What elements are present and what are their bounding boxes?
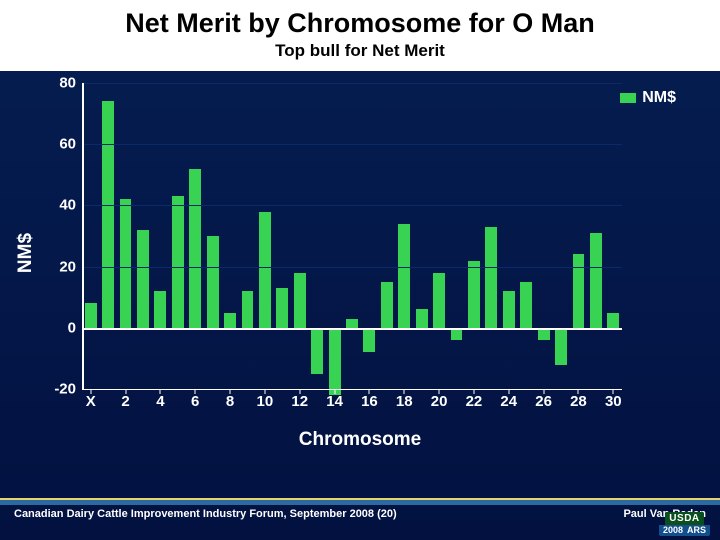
y-tick-label: 40 xyxy=(59,197,82,214)
usda-badge-bottom: 2008 ARS xyxy=(659,525,710,536)
gridline xyxy=(82,267,622,268)
x-axis-label: Chromosome xyxy=(0,429,720,451)
x-tick-label: 6 xyxy=(191,389,199,410)
bar xyxy=(590,233,602,328)
y-tick-label: -20 xyxy=(54,381,82,398)
x-tick-label: 12 xyxy=(291,389,308,410)
chart-area: NM$ NM$ -20020406080X2468101214161820222… xyxy=(38,83,682,423)
x-tick-label: 26 xyxy=(535,389,552,410)
bar xyxy=(363,328,375,352)
bar xyxy=(607,313,619,328)
legend-swatch xyxy=(620,93,636,103)
bar xyxy=(207,236,219,328)
y-tick-label: 0 xyxy=(68,319,82,336)
bar xyxy=(294,273,306,328)
bar xyxy=(346,319,358,328)
x-tick-label: 8 xyxy=(226,389,234,410)
bar xyxy=(259,212,271,328)
bar xyxy=(154,291,166,328)
usda-ars: ARS xyxy=(687,525,706,535)
footer-left-text: Canadian Dairy Cattle Improvement Indust… xyxy=(14,508,397,520)
x-tick-label: 14 xyxy=(326,389,343,410)
bar xyxy=(172,196,184,328)
gridline xyxy=(82,144,622,145)
usda-year: 2008 xyxy=(663,525,683,535)
bar xyxy=(520,282,532,328)
bar xyxy=(311,328,323,374)
bar xyxy=(468,261,480,328)
x-tick-label: 24 xyxy=(500,389,517,410)
x-tick-label: 4 xyxy=(156,389,164,410)
x-tick-label: 22 xyxy=(466,389,483,410)
bar xyxy=(120,199,132,328)
bar xyxy=(329,328,341,395)
usda-badge: USDA 2008 ARS xyxy=(659,512,710,536)
x-tick-label: 28 xyxy=(570,389,587,410)
usda-badge-top: USDA xyxy=(665,512,703,525)
y-tick-label: 20 xyxy=(59,258,82,275)
bar xyxy=(242,291,254,328)
x-tick-label: 2 xyxy=(121,389,129,410)
legend-label: NM$ xyxy=(642,89,676,107)
y-axis-label: NM$ xyxy=(15,233,37,273)
page-subtitle: Top bull for Net Merit xyxy=(0,41,720,61)
subtitle-band: Top bull for Net Merit xyxy=(0,39,720,67)
bar xyxy=(137,230,149,328)
bar xyxy=(276,288,288,328)
plot-region: NM$ -20020406080X24681012141618202224262… xyxy=(82,83,622,389)
x-tick-label: 30 xyxy=(605,389,622,410)
legend: NM$ xyxy=(620,89,676,107)
gridline xyxy=(82,328,622,330)
bar xyxy=(573,254,585,327)
bar xyxy=(416,309,428,327)
title-band: Net Merit by Chromosome for O Man Top bu… xyxy=(0,0,720,71)
y-axis-line xyxy=(82,83,84,389)
bar xyxy=(102,101,114,327)
bars-container xyxy=(82,83,622,389)
x-tick-label: 20 xyxy=(431,389,448,410)
x-tick-label: 18 xyxy=(396,389,413,410)
x-tick-label: 16 xyxy=(361,389,378,410)
footer: Canadian Dairy Cattle Improvement Indust… xyxy=(0,498,720,540)
gridline xyxy=(82,205,622,206)
bar xyxy=(555,328,567,365)
bar xyxy=(85,303,97,327)
y-tick-label: 60 xyxy=(59,136,82,153)
bar xyxy=(381,282,393,328)
bar xyxy=(503,291,515,328)
x-tick-label: X xyxy=(86,389,96,410)
gridline xyxy=(82,83,622,84)
bar xyxy=(398,224,410,328)
footer-content: Canadian Dairy Cattle Improvement Indust… xyxy=(0,505,720,520)
y-tick-label: 80 xyxy=(59,75,82,92)
bar xyxy=(189,169,201,328)
bar xyxy=(433,273,445,328)
bar xyxy=(485,227,497,328)
page-title: Net Merit by Chromosome for O Man xyxy=(0,8,720,39)
x-tick-label: 10 xyxy=(257,389,274,410)
bar xyxy=(224,313,236,328)
